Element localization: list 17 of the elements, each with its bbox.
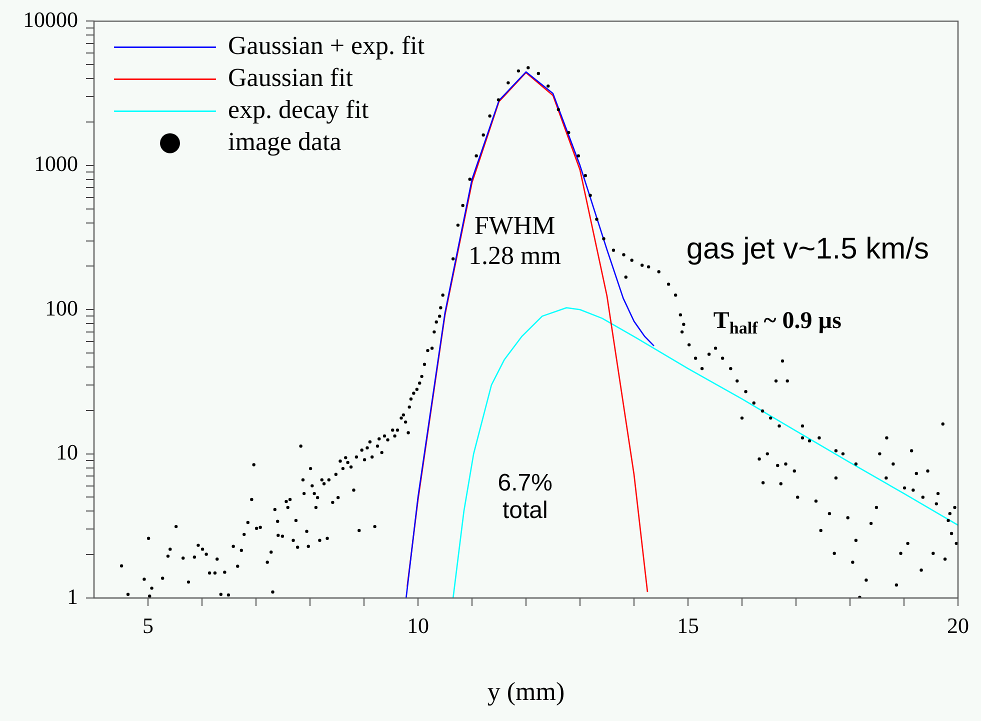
x-tick-label: 10: [407, 612, 429, 638]
legend-label: exp. decay fit: [228, 95, 370, 124]
y-tick-label: 1000: [34, 151, 78, 176]
annotation: FWHM 1.28 mm: [468, 210, 561, 270]
legend-label: Gaussian fit: [228, 63, 354, 92]
y-tick-label: 1: [67, 584, 78, 609]
annotation: gas jet v~1.5 km/s: [686, 232, 929, 266]
x-tick-label: 20: [947, 612, 969, 638]
annotation: 6.7% total: [498, 469, 552, 524]
x-axis-title: y (mm): [487, 677, 565, 706]
x-tick-label: 5: [142, 612, 154, 638]
x-tick-label: 15: [677, 612, 699, 638]
legend-label: image data: [228, 127, 342, 156]
y-tick-label: 10000: [23, 6, 78, 32]
y-tick-label: 10: [56, 440, 78, 465]
y-tick-label: 100: [45, 295, 78, 320]
legend-label: Gaussian + exp. fit: [228, 31, 426, 60]
